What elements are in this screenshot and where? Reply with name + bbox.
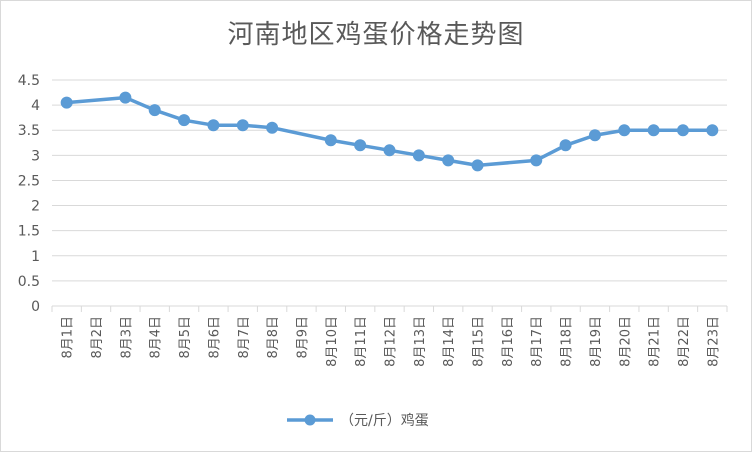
x-tick-label: 8月7日 bbox=[237, 316, 252, 359]
data-point bbox=[442, 154, 455, 167]
data-point bbox=[676, 124, 689, 137]
data-point bbox=[60, 96, 73, 109]
y-tick-label: 2 bbox=[31, 199, 40, 215]
legend: （元/斤）鸡蛋 bbox=[287, 412, 429, 429]
x-tick-label: 8月19日 bbox=[589, 316, 604, 367]
y-tick-label: 4.5 bbox=[18, 73, 40, 89]
x-tick-label: 8月8日 bbox=[266, 316, 281, 359]
y-axis-ticks: 0 0.5 1 1.5 2 2.5 3 3.5 4 4.5 bbox=[18, 73, 40, 315]
y-tick-label: 3 bbox=[31, 148, 40, 164]
data-point bbox=[236, 119, 249, 132]
x-tick-label: 8月18日 bbox=[560, 316, 575, 367]
x-tick-label: 8月2日 bbox=[90, 316, 105, 359]
data-point bbox=[354, 139, 367, 152]
data-point bbox=[588, 129, 601, 142]
chart-title: 河南地区鸡蛋价格走势图 bbox=[227, 20, 525, 50]
data-point bbox=[530, 154, 543, 167]
x-tick-label: 8月12日 bbox=[384, 316, 399, 367]
y-tick-label: 2.5 bbox=[18, 173, 40, 189]
x-tick-label: 8月23日 bbox=[706, 316, 721, 367]
x-tick-label: 8月22日 bbox=[677, 316, 692, 367]
data-point bbox=[178, 114, 191, 127]
data-point bbox=[647, 124, 660, 137]
x-tick-label: 8月4日 bbox=[149, 316, 164, 359]
data-point bbox=[559, 139, 572, 152]
data-point bbox=[706, 124, 719, 137]
x-tick-label: 8月14日 bbox=[442, 316, 457, 367]
y-tick-label: 1 bbox=[31, 249, 40, 265]
data-point bbox=[119, 91, 132, 104]
x-axis-ticks: 8月1日 8月2日 8月3日 8月4日 8月5日 8月6日 8月7日 8月8日 8月9日 8月10… bbox=[61, 316, 722, 367]
x-tick-label: 8月10日 bbox=[325, 316, 340, 367]
y-tick-label: 0.5 bbox=[18, 274, 40, 290]
data-point bbox=[383, 144, 396, 157]
data-point bbox=[207, 119, 220, 132]
y-tick-label: 0 bbox=[31, 299, 40, 315]
x-tick-label: 8月21日 bbox=[648, 316, 663, 367]
legend-marker bbox=[304, 414, 316, 426]
y-tick-label: 3.5 bbox=[18, 123, 40, 139]
x-tick-label: 8月13日 bbox=[413, 316, 428, 367]
y-tick-label: 1.5 bbox=[18, 224, 40, 240]
data-point bbox=[324, 134, 337, 147]
data-point bbox=[148, 104, 161, 117]
legend-label: （元/斤）鸡蛋 bbox=[340, 412, 429, 429]
x-tick-label: 8月5日 bbox=[178, 316, 193, 359]
x-tick-label: 8月6日 bbox=[207, 316, 222, 359]
data-point bbox=[471, 159, 484, 172]
x-tick-label: 8月16日 bbox=[501, 316, 516, 367]
y-tick-label: 4 bbox=[31, 98, 40, 114]
x-tick-label: 8月11日 bbox=[354, 316, 369, 367]
data-point bbox=[412, 149, 425, 162]
x-tick-label: 8月1日 bbox=[61, 316, 76, 359]
data-point bbox=[266, 121, 279, 134]
x-axis bbox=[51, 305, 728, 312]
x-tick-label: 8月17日 bbox=[530, 316, 545, 367]
data-point bbox=[618, 124, 631, 137]
x-tick-label: 8月20日 bbox=[618, 316, 633, 367]
x-tick-label: 8月3日 bbox=[119, 316, 134, 359]
series-line bbox=[60, 91, 719, 172]
x-tick-label: 8月15日 bbox=[472, 316, 487, 367]
x-tick-label: 8月9日 bbox=[295, 316, 310, 359]
